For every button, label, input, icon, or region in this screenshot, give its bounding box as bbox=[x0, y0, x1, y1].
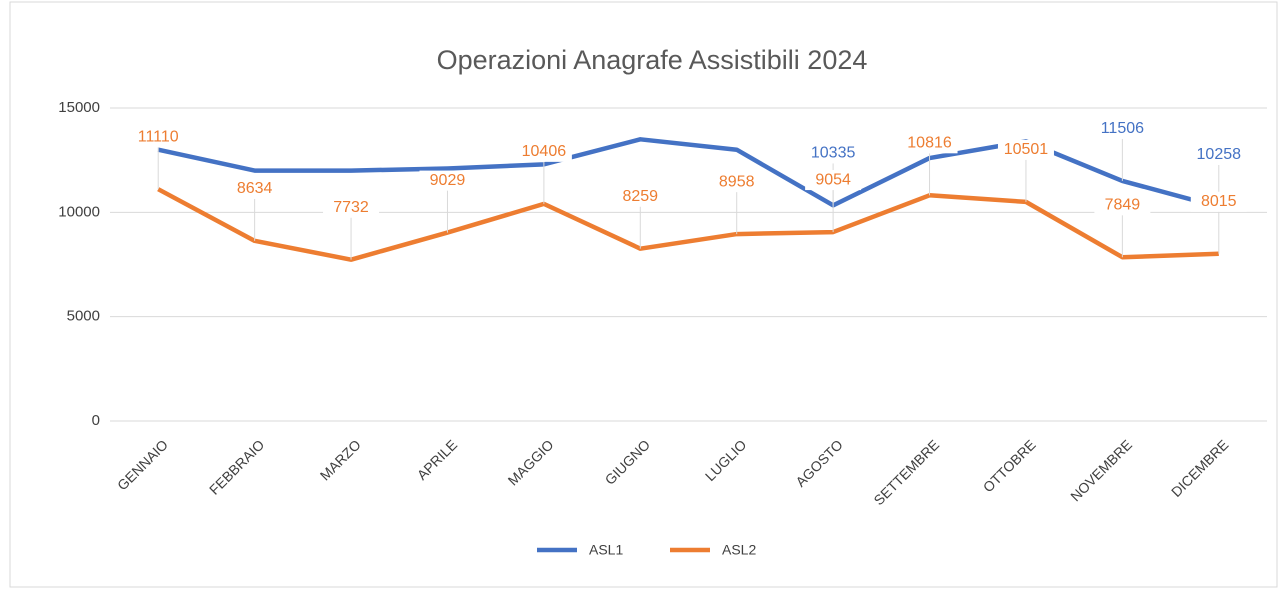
y-tick-label: 10000 bbox=[58, 203, 100, 220]
label-bg bbox=[323, 197, 380, 218]
label-bg bbox=[515, 141, 572, 162]
y-tick-label: 15000 bbox=[58, 99, 100, 116]
data-label: 8634 bbox=[237, 180, 273, 197]
chart-frame bbox=[9, 1, 1278, 588]
label-bg bbox=[1094, 118, 1151, 139]
data-label: 7849 bbox=[1105, 196, 1141, 213]
chart-title: Operazioni Anagrafe Assistibili 2024 bbox=[437, 45, 868, 75]
data-label: 10816 bbox=[907, 135, 952, 152]
label-bg bbox=[805, 143, 862, 164]
data-label: 7732 bbox=[333, 199, 369, 216]
data-label: 9029 bbox=[430, 172, 466, 189]
label-bg bbox=[1190, 144, 1247, 165]
data-label: 8958 bbox=[719, 173, 755, 190]
data-label: 10335 bbox=[811, 145, 856, 162]
legend-label: ASL2 bbox=[722, 542, 756, 558]
legend-label: ASL1 bbox=[589, 542, 623, 558]
label-bg bbox=[805, 170, 862, 191]
label-bg bbox=[708, 172, 765, 193]
label-bg bbox=[1190, 191, 1247, 212]
data-label: 11110 bbox=[138, 128, 179, 145]
data-label: 10258 bbox=[1197, 146, 1242, 163]
series-line bbox=[157, 187, 1219, 262]
data-label: 10501 bbox=[1004, 141, 1049, 158]
data-label: 10406 bbox=[522, 143, 567, 160]
y-tick-label: 0 bbox=[92, 412, 100, 429]
data-label: 8015 bbox=[1201, 193, 1237, 210]
label-bg bbox=[1094, 195, 1151, 216]
data-label: 11506 bbox=[1101, 120, 1144, 137]
data-label: 9054 bbox=[815, 171, 851, 188]
y-tick-label: 5000 bbox=[67, 308, 100, 325]
label-bg bbox=[997, 139, 1054, 160]
label-bg bbox=[901, 133, 958, 154]
data-label: 8259 bbox=[622, 188, 658, 205]
label-bg bbox=[226, 178, 283, 199]
label-bg bbox=[612, 186, 669, 207]
label-bg bbox=[130, 127, 187, 148]
label-bg bbox=[419, 170, 476, 191]
